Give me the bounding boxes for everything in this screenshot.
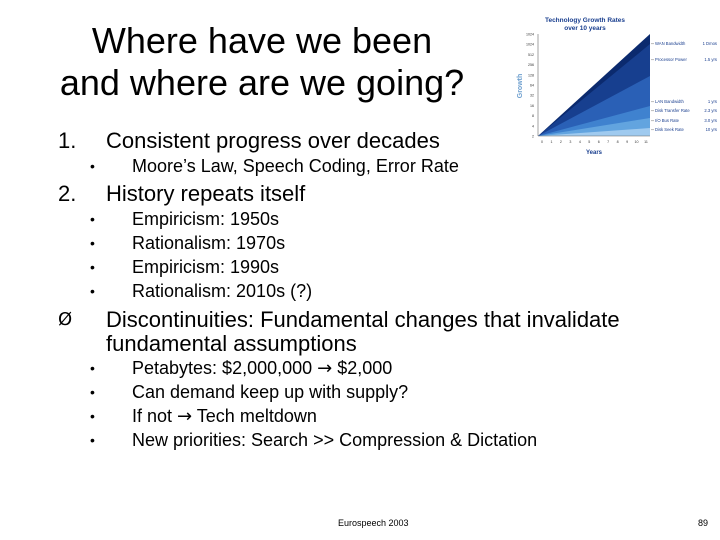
footer-conference: Eurospeech 2003 [338,518,409,528]
discontinuities-sub-3-text-b: Tech meltdown [192,406,317,426]
chart-xtick-label: 10 [635,140,639,144]
bullet: • [90,211,95,227]
chart-ytick-label: 512 [528,53,534,57]
chart-xtick-label: 7 [607,140,609,144]
chart-ytick-label: 128 [528,73,534,77]
chart-ytick-label: 1024 [526,43,534,47]
discontinuities-sub-2-text: Can demand keep up with supply? [132,382,409,402]
item-2-sub-3-text: Empiricism: 1990s [132,257,280,277]
bullet: • [90,158,95,174]
chart-ytick-label: 256 [528,63,534,67]
discontinuities-text-line-1: Discontinuities: Fundamental changes tha… [106,307,620,332]
chart-xtick-label: 2 [560,140,562,144]
chart-xtick-label: 9 [626,140,628,144]
bullet: • [90,235,95,251]
item-2-sub-4-text: Rationalism: 2010s (?) [132,281,313,301]
chart-ylabel: Growth [517,74,524,99]
chart-legend-label: Disk Transfer Rate [655,108,690,113]
bullet: • [90,384,95,400]
title-line-1: Where have we been [91,20,433,61]
slide-title: Where have we been and where are we goin… [22,20,502,104]
chart-legend-value: 10 yrs [706,127,717,132]
chart-legend-label: I/O Bus Rate [655,118,680,123]
chart-legend-label: LAN Bandwidth [655,99,685,104]
chart-legend-label: Processor Power [655,57,687,62]
item-2-text: History repeats itself [106,181,306,206]
item-1-sub-1-text: Moore’s Law, Speech Coding, Error Rate [132,156,459,176]
chart-subtitle: over 10 years [564,25,606,32]
arrow-bullet-icon: Ø [58,309,73,330]
item-2-sub-2-text: Rationalism: 1970s [132,233,286,253]
bullet: • [90,432,95,448]
chart-legend-label: WAN Bandwidth [655,41,686,46]
right-arrow-icon: → [177,406,193,427]
chart-xtick-label: 11 [644,140,648,144]
chart-xtick-label: 3 [569,140,571,144]
chart-xtick-label: 4 [579,140,581,144]
chart-xtick-label: 8 [617,140,619,144]
chart-legend-value: 2.3 yrs [704,108,717,113]
technology-growth-chart: Technology Growth Rates over 10 years Gr… [517,17,717,156]
discontinuities-sub-3-text-a: If not [132,406,178,426]
title-line-2: and where are we going? [59,62,465,103]
chart-ytick-label: 1024 [526,33,534,37]
chart-title: Technology Growth Rates [545,17,625,24]
chart-xtick-label: 5 [588,140,590,144]
discontinuities-text-line-2: fundamental assumptions [106,331,357,356]
bullet: • [90,408,95,424]
discontinuities-sub-1-text-a: Petabytes: $2,000,000 [132,358,318,378]
discontinuities-sub-1-text-b: $2,000 [332,358,393,378]
chart-ytick-label: 32 [530,94,534,98]
right-arrow-icon: → [317,358,333,379]
chart-area-6 [538,128,650,136]
chart-xlabel: Years [586,150,603,156]
chart-ytick-label: 64 [530,84,534,88]
chart-ytick-label: 8 [532,114,534,118]
chart-legend-value: 1 Dmos [703,41,717,46]
item-1-number: 1. [58,128,77,153]
chart-legend-value: 3.0 yrs [704,118,717,123]
chart-ytick-label: 4 [532,124,534,128]
footer-page-number: 89 [698,518,709,528]
bullet: • [90,360,95,376]
chart-xtick-label: 0 [541,140,543,144]
chart-ytick-label: 16 [530,104,534,108]
chart-legend-label: Disk Seek Rate [655,127,685,132]
item-2-number: 2. [58,181,77,206]
chart-legend-value: 1 yrs [708,99,717,104]
chart-ytick-label: 2 [532,135,534,139]
chart-xtick-label: 1 [550,140,552,144]
discontinuities-sub-4-text: New priorities: Search >> Compression & … [132,430,538,450]
bullet: • [90,259,95,275]
item-1-text: Consistent progress over decades [106,128,440,153]
bullet: • [90,283,95,299]
chart-legend-value: 1.5 yrs [704,57,717,62]
chart-xtick-label: 6 [598,140,600,144]
item-2-sub-1-text: Empiricism: 1950s [132,209,280,229]
